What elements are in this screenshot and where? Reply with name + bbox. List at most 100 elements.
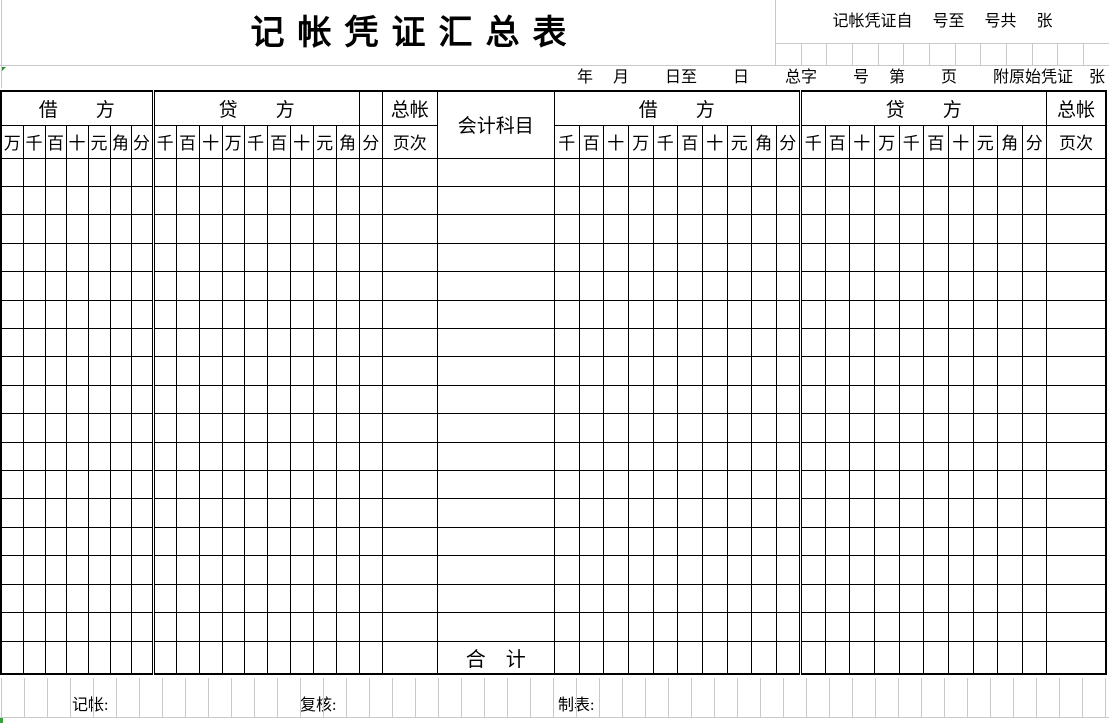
grid-cell[interactable] [198, 469, 223, 500]
grid-cell[interactable] [335, 185, 360, 216]
grid-cell[interactable] [726, 469, 752, 500]
grid-cell[interactable] [553, 157, 580, 187]
grid-cell[interactable] [701, 384, 728, 415]
grid-cell[interactable] [175, 526, 200, 557]
grid-cell[interactable] [312, 413, 337, 443]
grid-cell[interactable] [335, 441, 360, 471]
grid-cell[interactable] [312, 327, 337, 358]
grid-cell[interactable] [824, 526, 850, 557]
grid-cell[interactable] [22, 498, 46, 528]
grid-cell[interactable] [0, 498, 24, 528]
ledger-page-header-left-top[interactable]: 总帐 [381, 90, 438, 126]
grid-cell[interactable] [1021, 583, 1047, 614]
digit-column-header[interactable]: 角 [996, 124, 1023, 159]
grid-cell[interactable] [312, 242, 337, 273]
grid-cell[interactable] [436, 214, 555, 244]
grid-cell[interactable] [775, 157, 801, 187]
grid-cell[interactable] [22, 214, 46, 244]
grid-cell[interactable] [266, 555, 291, 585]
grid-cell[interactable] [266, 612, 291, 642]
grid-cell[interactable] [0, 271, 24, 301]
grid-cell[interactable] [44, 356, 67, 386]
grid-cell[interactable] [381, 469, 438, 500]
grid-cell[interactable] [553, 526, 580, 557]
grid-cell[interactable] [553, 498, 580, 528]
grid-cell[interactable] [578, 356, 604, 386]
grid-cell[interactable] [848, 498, 875, 528]
digit-column-header[interactable]: 角 [335, 124, 360, 159]
grid-cell[interactable] [726, 214, 752, 244]
grid-cell[interactable] [627, 214, 654, 244]
grid-cell[interactable] [627, 185, 654, 216]
grid-cell[interactable] [151, 498, 177, 528]
grid-cell[interactable] [87, 469, 111, 500]
grid-cell[interactable] [726, 640, 752, 675]
grid-cell[interactable] [335, 327, 360, 358]
grid-cell[interactable] [627, 640, 654, 675]
grid-cell[interactable] [553, 271, 580, 301]
grid-cell[interactable] [1021, 242, 1047, 273]
grid-cell[interactable] [578, 640, 604, 675]
ledger-page-header-right-top[interactable]: 总帐 [1045, 90, 1107, 126]
grid-cell[interactable] [996, 640, 1023, 675]
grid-cell[interactable] [22, 356, 46, 386]
grid-cell[interactable] [65, 469, 89, 500]
grid-cell[interactable] [44, 185, 67, 216]
grid-cell[interactable] [243, 271, 268, 301]
grid-cell[interactable] [0, 242, 24, 273]
grid-cell[interactable] [289, 526, 314, 557]
grid-cell[interactable] [312, 469, 337, 500]
grid-cell[interactable] [289, 157, 314, 187]
grid-cell[interactable] [996, 612, 1023, 642]
grid-cell[interactable] [44, 157, 67, 187]
grid-cell[interactable] [381, 271, 438, 301]
grid-cell[interactable] [266, 384, 291, 415]
grid-cell[interactable] [553, 612, 580, 642]
grid-cell[interactable] [947, 214, 974, 244]
grid-cell[interactable] [898, 526, 924, 557]
grid-cell[interactable] [848, 441, 875, 471]
grid-cell[interactable] [898, 469, 924, 500]
grid-cell[interactable] [198, 413, 223, 443]
grid-cell[interactable] [358, 242, 383, 273]
grid-cell[interactable] [44, 612, 67, 642]
digit-column-header[interactable]: 分 [358, 124, 383, 159]
grid-cell[interactable] [22, 526, 46, 557]
grid-cell[interactable] [312, 612, 337, 642]
grid-cell[interactable] [335, 384, 360, 415]
grid-cell[interactable] [335, 157, 360, 187]
grid-cell[interactable] [436, 299, 555, 329]
grid-cell[interactable] [676, 299, 703, 329]
grid-cell[interactable] [0, 299, 24, 329]
grid-cell[interactable] [151, 356, 177, 386]
grid-cell[interactable] [65, 555, 89, 585]
grid-cell[interactable] [266, 469, 291, 500]
grid-cell[interactable] [578, 271, 604, 301]
grid-cell[interactable] [266, 299, 291, 329]
grid-cell[interactable] [198, 526, 223, 557]
grid-cell[interactable] [44, 384, 67, 415]
grid-cell[interactable] [151, 583, 177, 614]
grid-cell[interactable] [312, 157, 337, 187]
grid-cell[interactable] [602, 498, 629, 528]
grid-cell[interactable] [898, 498, 924, 528]
grid-cell[interactable] [824, 214, 850, 244]
grid-cell[interactable] [130, 612, 154, 642]
grid-cell[interactable] [289, 498, 314, 528]
grid-cell[interactable] [947, 299, 974, 329]
account-title-header[interactable]: 会计科目 [436, 90, 555, 159]
grid-cell[interactable] [652, 413, 678, 443]
digit-column-header[interactable]: 十 [602, 124, 629, 159]
grid-cell[interactable] [109, 469, 132, 500]
grid-cell[interactable] [198, 498, 223, 528]
grid-cell[interactable] [922, 271, 949, 301]
digit-column-header[interactable]: 万 [873, 124, 900, 159]
grid-cell[interactable] [922, 384, 949, 415]
grid-cell[interactable] [972, 413, 998, 443]
digit-column-header[interactable]: 千 [22, 124, 46, 159]
grid-cell[interactable] [873, 498, 900, 528]
grid-cell[interactable] [798, 640, 826, 675]
grid-cell[interactable] [726, 271, 752, 301]
grid-cell[interactable] [627, 441, 654, 471]
grid-cell[interactable] [726, 612, 752, 642]
